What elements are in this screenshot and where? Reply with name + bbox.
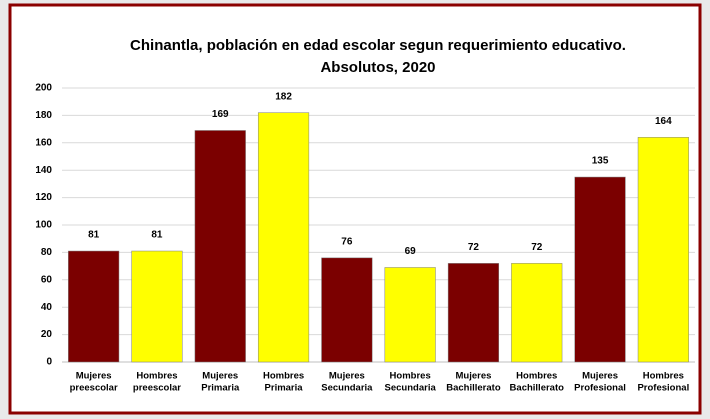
y-tick-label: 200 xyxy=(35,83,52,94)
x-tick-label: Mujeres xyxy=(202,371,238,382)
bar xyxy=(574,176,626,363)
bar xyxy=(637,137,689,363)
x-tick-label: Hombres xyxy=(516,371,557,382)
x-tick-label: Hombres xyxy=(263,371,304,382)
x-tick-label: Secundaria xyxy=(385,383,437,394)
value-label: 169 xyxy=(212,109,229,120)
bar xyxy=(511,263,563,363)
bar xyxy=(257,112,310,363)
y-tick-label: 100 xyxy=(35,220,52,231)
bar xyxy=(447,263,500,363)
y-tick-label: 40 xyxy=(41,302,53,313)
x-tick-label: Hombres xyxy=(390,371,431,382)
chart-title: Chinantla, población en edad escolar seg… xyxy=(130,37,626,54)
value-label: 164 xyxy=(655,116,672,127)
bar xyxy=(384,267,436,363)
x-tick-label: Bachillerato xyxy=(446,383,501,394)
y-tick-label: 120 xyxy=(35,192,52,203)
x-tick-label: preescolar xyxy=(133,383,181,394)
x-tick-label: Primaria xyxy=(265,383,304,394)
x-tick-label: preescolar xyxy=(70,383,118,394)
x-tick-label: Primaria xyxy=(201,383,240,394)
value-label: 72 xyxy=(531,242,543,253)
value-label: 182 xyxy=(275,91,292,102)
x-tick-label: Hombres xyxy=(643,371,684,382)
y-tick-label: 60 xyxy=(41,274,53,285)
x-tick-label: Mujeres xyxy=(455,371,491,382)
x-tick-label: Hombres xyxy=(136,371,177,382)
y-tick-label: 180 xyxy=(35,110,52,121)
x-tick-label: Mujeres xyxy=(582,371,618,382)
value-label: 69 xyxy=(405,246,417,257)
x-tick-label: Bachillerato xyxy=(510,383,565,394)
y-tick-label: 0 xyxy=(46,357,52,368)
y-tick-label: 80 xyxy=(41,247,53,258)
x-tick-label: Profesional xyxy=(574,383,626,394)
x-tick-label: Mujeres xyxy=(329,371,365,382)
x-tick-label: Secundaria xyxy=(321,383,373,394)
y-tick-label: 160 xyxy=(35,137,52,148)
y-tick-label: 140 xyxy=(35,165,52,176)
value-label: 72 xyxy=(468,242,480,253)
x-tick-label: Mujeres xyxy=(76,371,112,382)
bar xyxy=(194,130,246,363)
value-label: 76 xyxy=(341,237,353,248)
value-label: 135 xyxy=(592,156,609,167)
value-label: 81 xyxy=(88,230,100,241)
bar xyxy=(68,250,120,363)
y-tick-label: 20 xyxy=(41,329,53,340)
value-label: 81 xyxy=(151,230,163,241)
bar xyxy=(321,257,373,363)
bar xyxy=(131,250,183,363)
chart-title: Absolutos, 2020 xyxy=(320,59,435,76)
x-tick-label: Profesional xyxy=(637,383,689,394)
